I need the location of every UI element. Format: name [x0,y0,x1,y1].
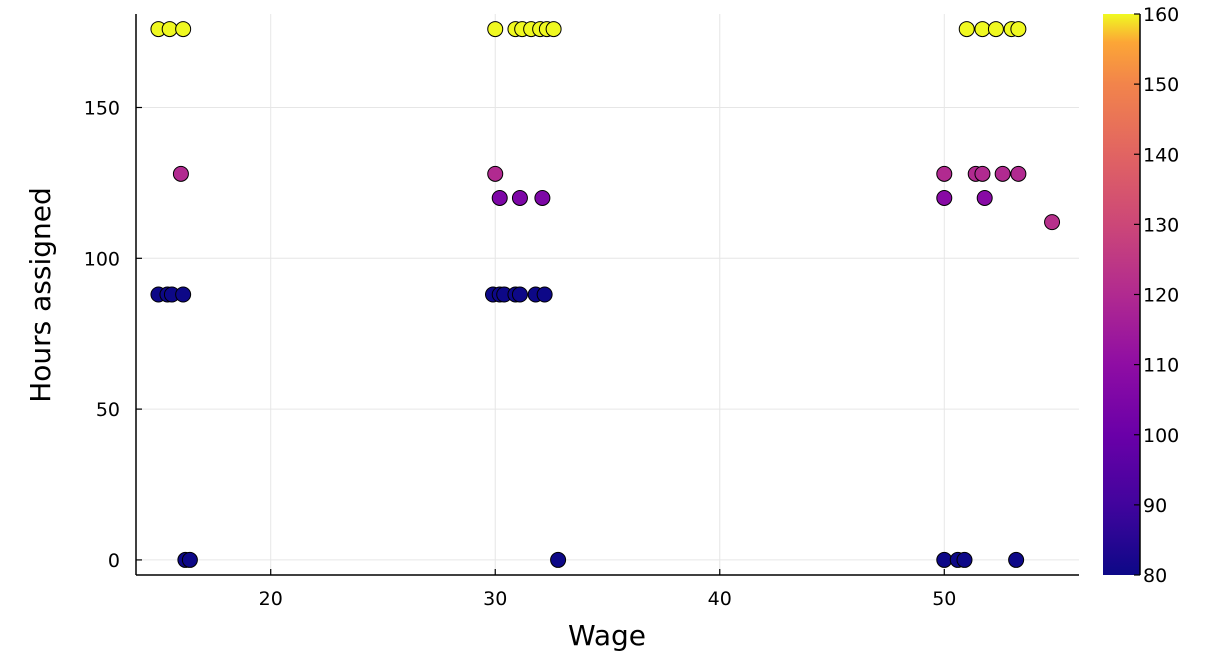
colorbar-tick-label: 150 [1143,74,1179,96]
plot-area-frame [136,14,1079,575]
data-point [491,189,508,206]
data-point [974,165,991,182]
y-axis-label: Hours assigned [24,187,57,403]
data-point [487,165,504,182]
grid-lines [136,14,1079,575]
data-point [534,189,551,206]
data-point [1010,165,1027,182]
data-point [511,286,528,303]
colorbar-tick-label: 130 [1143,214,1179,236]
data-point [175,286,192,303]
colorbar-tick-label: 110 [1143,355,1179,377]
data-point [545,21,562,38]
data-point [161,21,178,38]
data-point [181,551,198,568]
data-point [487,21,504,38]
colorbar-ticks: 80 90 100 110 120 130 140 150 160 [1134,4,1179,587]
y-ticks: 0 50 100 150 [84,98,142,572]
x-tick-label: 50 [932,588,956,610]
data-point [976,189,993,206]
data-point [1010,21,1027,38]
data-point [1008,551,1025,568]
data-point [536,286,553,303]
data-point [1044,214,1061,231]
colorbar-tick-label: 140 [1143,144,1179,166]
data-point [974,21,991,38]
y-tick-label: 50 [96,399,120,421]
colorbar-tick-label: 90 [1143,495,1167,517]
x-ticks: 20 30 40 50 [259,569,956,610]
y-tick-label: 150 [84,98,120,120]
colorbar-tick-label: 100 [1143,425,1179,447]
x-tick-label: 30 [483,588,507,610]
x-tick-label: 20 [259,588,283,610]
colorbar-tick-label: 80 [1143,565,1167,587]
data-point [956,551,973,568]
data-point [936,189,953,206]
data-points [150,21,1061,568]
data-point [958,21,975,38]
colorbar [1103,14,1140,575]
x-tick-label: 40 [708,588,732,610]
data-point [511,189,528,206]
data-point [550,551,567,568]
data-point [936,551,953,568]
data-point [936,165,953,182]
colorbar-tick-label: 160 [1143,4,1179,26]
data-point [175,21,192,38]
colorbar-tick-label: 120 [1143,285,1179,307]
data-point [172,165,189,182]
y-tick-label: 0 [108,550,120,572]
data-point [994,165,1011,182]
data-point [987,21,1004,38]
y-tick-label: 100 [84,248,120,270]
x-axis-label: Wage [568,619,646,652]
